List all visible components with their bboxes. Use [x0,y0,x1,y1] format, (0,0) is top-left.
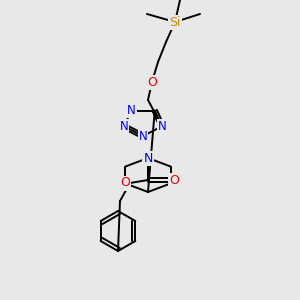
Text: N: N [143,152,153,164]
Text: N: N [127,104,136,117]
Text: Si: Si [169,16,181,28]
Text: O: O [169,173,179,187]
Text: O: O [147,76,157,88]
Text: N: N [120,120,128,133]
Text: N: N [158,120,166,133]
Text: O: O [120,176,130,190]
Text: N: N [139,130,147,142]
